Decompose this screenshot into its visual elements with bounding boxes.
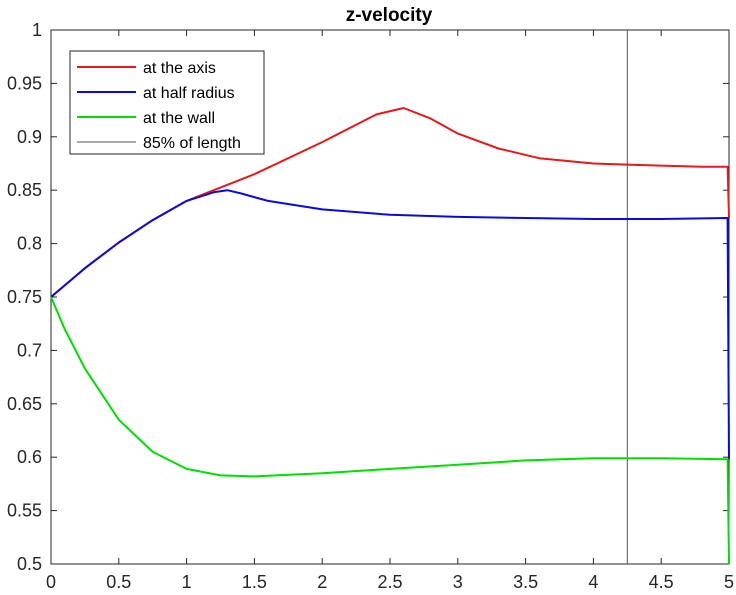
y-tick-label: 0.55 [7, 501, 42, 521]
y-axis: 0.5 0.55 0.6 0.65 0.7 0.75 0.8 0.85 0.9 0.95 1 [7, 20, 729, 574]
x-tick-label: 0 [46, 572, 56, 592]
chart-title: z-velocity [346, 5, 433, 26]
legend: at the axis at half radius at the wall 85% … [69, 50, 265, 155]
y-tick-label: 1 [32, 20, 42, 40]
series-line-2 [50, 296, 730, 565]
legend-label-2: at the wall [143, 110, 215, 127]
x-tick-label: 1.5 [242, 572, 267, 592]
legend-label-1: at half radius [143, 85, 235, 102]
y-tick-label: 0.7 [17, 340, 42, 360]
y-tick-label: 0.6 [17, 447, 42, 467]
legend-label-0: at the axis [143, 60, 216, 77]
y-tick-label: 0.5 [17, 554, 42, 574]
y-tick-label: 0.65 [7, 394, 42, 414]
y-tick-label: 0.95 [7, 73, 42, 93]
y-tick-label: 0.9 [17, 127, 42, 147]
x-tick-label: 4.5 [649, 572, 674, 592]
series-line-1 [50, 189, 730, 460]
legend-box [69, 50, 265, 155]
series-lines [50, 107, 730, 565]
x-tick-label: 4 [588, 572, 598, 592]
x-tick-label: 3.5 [513, 572, 538, 592]
legend-label-3: 85% of length [143, 135, 241, 152]
x-tick-label: 1 [182, 572, 192, 592]
x-tick-label: 3 [453, 572, 463, 592]
x-tick-label: 5 [724, 572, 734, 592]
x-tick-label: 0.5 [106, 572, 131, 592]
y-tick-label: 0.75 [7, 287, 42, 307]
y-tick-label: 0.85 [7, 180, 42, 200]
x-tick-label: 2.5 [377, 572, 402, 592]
y-tick-label: 0.8 [17, 234, 42, 254]
x-tick-label: 2 [317, 572, 327, 592]
x-axis: 0 0.5 1 1.5 2 2.5 3 3.5 4 4.5 5 [46, 30, 734, 592]
